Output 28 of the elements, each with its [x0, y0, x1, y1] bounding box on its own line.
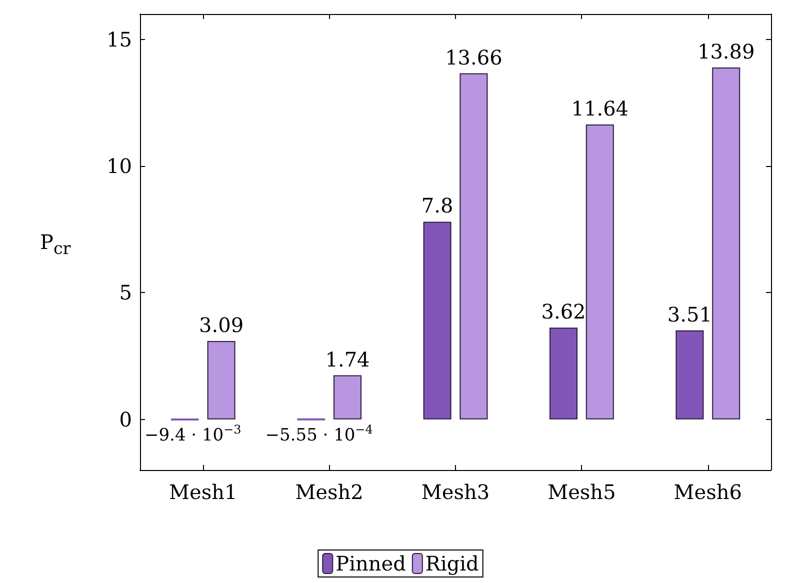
data-label: 7.8: [421, 194, 454, 218]
legend-label: Pinned: [336, 552, 406, 576]
y-tick-label: 5: [119, 280, 132, 305]
bar: [550, 328, 578, 420]
data-label: 1.74: [325, 347, 370, 372]
x-tick-label: Mesh1: [169, 480, 238, 504]
y-tick-label: 0: [119, 407, 132, 432]
legend-label: Rigid: [425, 552, 480, 576]
x-tick-label: Mesh6: [674, 480, 742, 504]
y-tick-label: 15: [106, 27, 132, 52]
bar: [586, 124, 614, 420]
bar: [712, 67, 740, 420]
bar: [207, 341, 236, 420]
x-tick-label: Mesh5: [548, 480, 616, 504]
data-label: 13.66: [445, 45, 502, 70]
data-label: 3.62: [541, 300, 586, 324]
bar: [334, 375, 362, 420]
data-label: 3.09: [199, 313, 244, 338]
data-label: 3.51: [667, 302, 712, 326]
data-label: 11.64: [571, 96, 629, 120]
x-tick-label: Mesh2: [295, 480, 364, 504]
bar: [423, 222, 452, 420]
x-tick-label: Mesh3: [421, 480, 490, 504]
data-label: 13.89: [697, 39, 755, 64]
y-axis-title: P$_{cr}$: [40, 230, 71, 258]
bar: [460, 73, 488, 420]
bar: [676, 330, 704, 420]
y-tick-label: 10: [106, 154, 132, 178]
